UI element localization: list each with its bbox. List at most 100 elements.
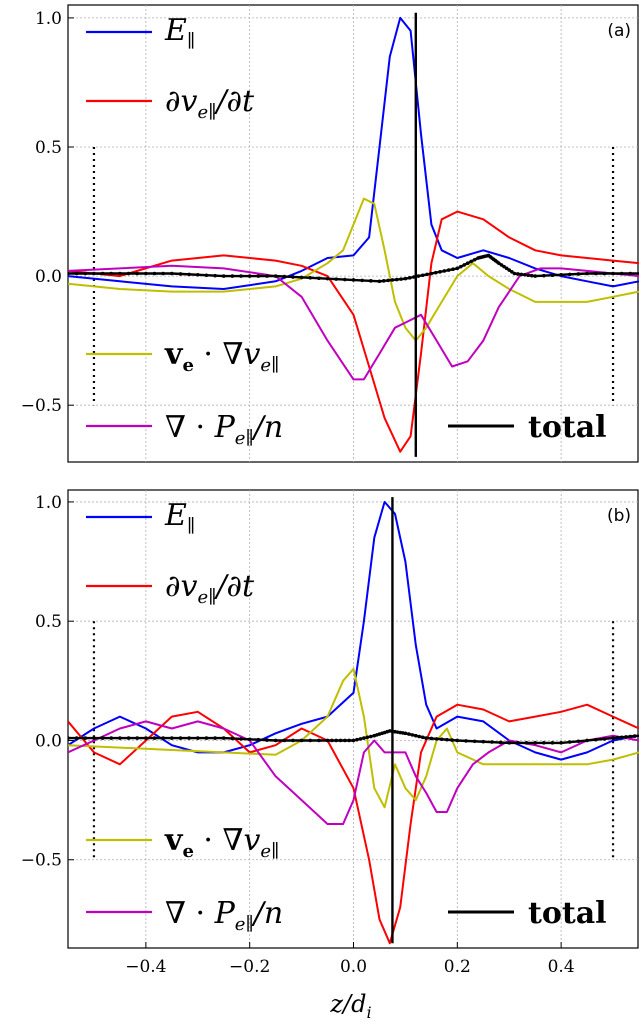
- plot-frame: [67, 489, 639, 949]
- total-marker: [334, 738, 338, 743]
- panel-a: −0.5 0.0 0.5 1.0 (a) E∥ ∂ve∥/∂t ve · ∇ve∥ ∇ · Pe…: [21, 4, 639, 463]
- total-marker: [559, 273, 563, 277]
- total-marker: [439, 737, 444, 742]
- total-marker: [347, 738, 351, 743]
- total-marker: [265, 738, 269, 742]
- total-marker: [195, 736, 200, 740]
- total-marker: [602, 737, 607, 741]
- total-marker: [433, 270, 438, 275]
- y-tick-label: −0.5: [21, 396, 62, 416]
- total-marker: [118, 736, 122, 740]
- total-marker: [628, 271, 633, 276]
- y-tick-label: 1.0: [35, 9, 62, 29]
- series-line: [68, 667, 639, 809]
- legend-label: ∇ · Pe∥/n: [165, 410, 283, 449]
- total-marker: [516, 272, 520, 276]
- total-marker: [499, 263, 504, 267]
- total-marker: [178, 272, 183, 276]
- legend-label: ∂ve∥/∂t: [165, 569, 255, 608]
- series-line: [68, 720, 639, 825]
- x-tick-label: −0.4: [125, 957, 166, 977]
- total-marker: [291, 738, 295, 743]
- total-marker: [550, 741, 555, 745]
- total-marker: [187, 272, 191, 277]
- total-marker: [144, 271, 148, 276]
- legend-label: total: [528, 896, 607, 931]
- total-marker: [343, 738, 347, 743]
- total-marker: [593, 271, 598, 276]
- total-marker: [369, 279, 373, 283]
- total-marker: [424, 736, 428, 740]
- total-marker: [399, 277, 403, 281]
- total-marker: [464, 739, 468, 743]
- total-marker: [550, 273, 555, 278]
- y-tick-label: 0.5: [35, 138, 62, 158]
- total-marker: [413, 733, 418, 738]
- total-marker: [230, 274, 235, 278]
- total-marker: [221, 736, 226, 740]
- total-marker: [559, 741, 563, 745]
- y-tick-label: 0.0: [35, 731, 62, 751]
- total-marker: [442, 269, 447, 273]
- total-marker: [299, 275, 304, 280]
- total-marker: [425, 272, 429, 277]
- panel-b: −0.5 0.0 0.5 1.0 −0.4 −0.2 0.0 0.2 0.4 (b) E∥ ∂ve∥/…: [21, 489, 639, 977]
- total-marker: [469, 259, 473, 264]
- total-marker: [533, 274, 537, 278]
- total-marker: [416, 274, 421, 278]
- total-marker: [420, 735, 425, 740]
- total-marker: [420, 273, 425, 278]
- total-marker: [282, 738, 287, 743]
- total-marker: [481, 739, 486, 744]
- total-marker: [247, 737, 252, 742]
- total-marker: [445, 737, 449, 742]
- total-marker: [358, 737, 363, 741]
- total-marker: [390, 278, 395, 282]
- total-marker: [317, 738, 321, 743]
- legend-label: total: [528, 410, 607, 445]
- total-marker: [542, 741, 546, 745]
- total-marker: [498, 740, 503, 745]
- total-marker: [410, 733, 415, 737]
- total-marker: [265, 274, 269, 278]
- total-marker: [334, 277, 338, 281]
- total-marker: [465, 261, 470, 265]
- legend-label: ∇ · Pe∥/n: [165, 896, 283, 935]
- total-marker: [126, 736, 131, 740]
- total-marker: [407, 276, 412, 280]
- series-line: [68, 703, 639, 945]
- x-tick-label: 0.2: [444, 957, 471, 977]
- total-marker: [507, 268, 512, 272]
- total-marker: [407, 732, 411, 736]
- total-marker: [204, 736, 209, 740]
- total-marker: [585, 738, 589, 743]
- total-marker: [429, 271, 434, 276]
- total-marker: [386, 278, 390, 283]
- total-marker: [628, 734, 633, 739]
- total-marker: [576, 272, 581, 276]
- total-marker: [446, 268, 451, 272]
- total-marker: [299, 738, 304, 743]
- total-marker: [109, 271, 114, 276]
- total-marker: [291, 275, 295, 279]
- total-marker: [355, 737, 359, 742]
- total-marker: [529, 273, 534, 278]
- legend-label: E∥: [164, 498, 195, 537]
- plot-frame: [67, 4, 639, 463]
- total-marker: [403, 731, 408, 736]
- total-marker: [472, 739, 477, 744]
- total-marker: [100, 736, 105, 740]
- total-marker: [502, 264, 506, 269]
- total-marker: [256, 274, 261, 278]
- total-marker: [438, 269, 442, 274]
- total-marker: [615, 735, 620, 740]
- total-marker: [585, 271, 589, 276]
- series-line: [68, 197, 639, 342]
- total-marker: [273, 738, 278, 743]
- total-marker: [325, 738, 330, 743]
- total-marker: [187, 736, 191, 740]
- total-marker: [92, 271, 96, 276]
- total-marker: [524, 741, 529, 745]
- total-marker: [256, 737, 261, 742]
- total-marker: [593, 737, 598, 742]
